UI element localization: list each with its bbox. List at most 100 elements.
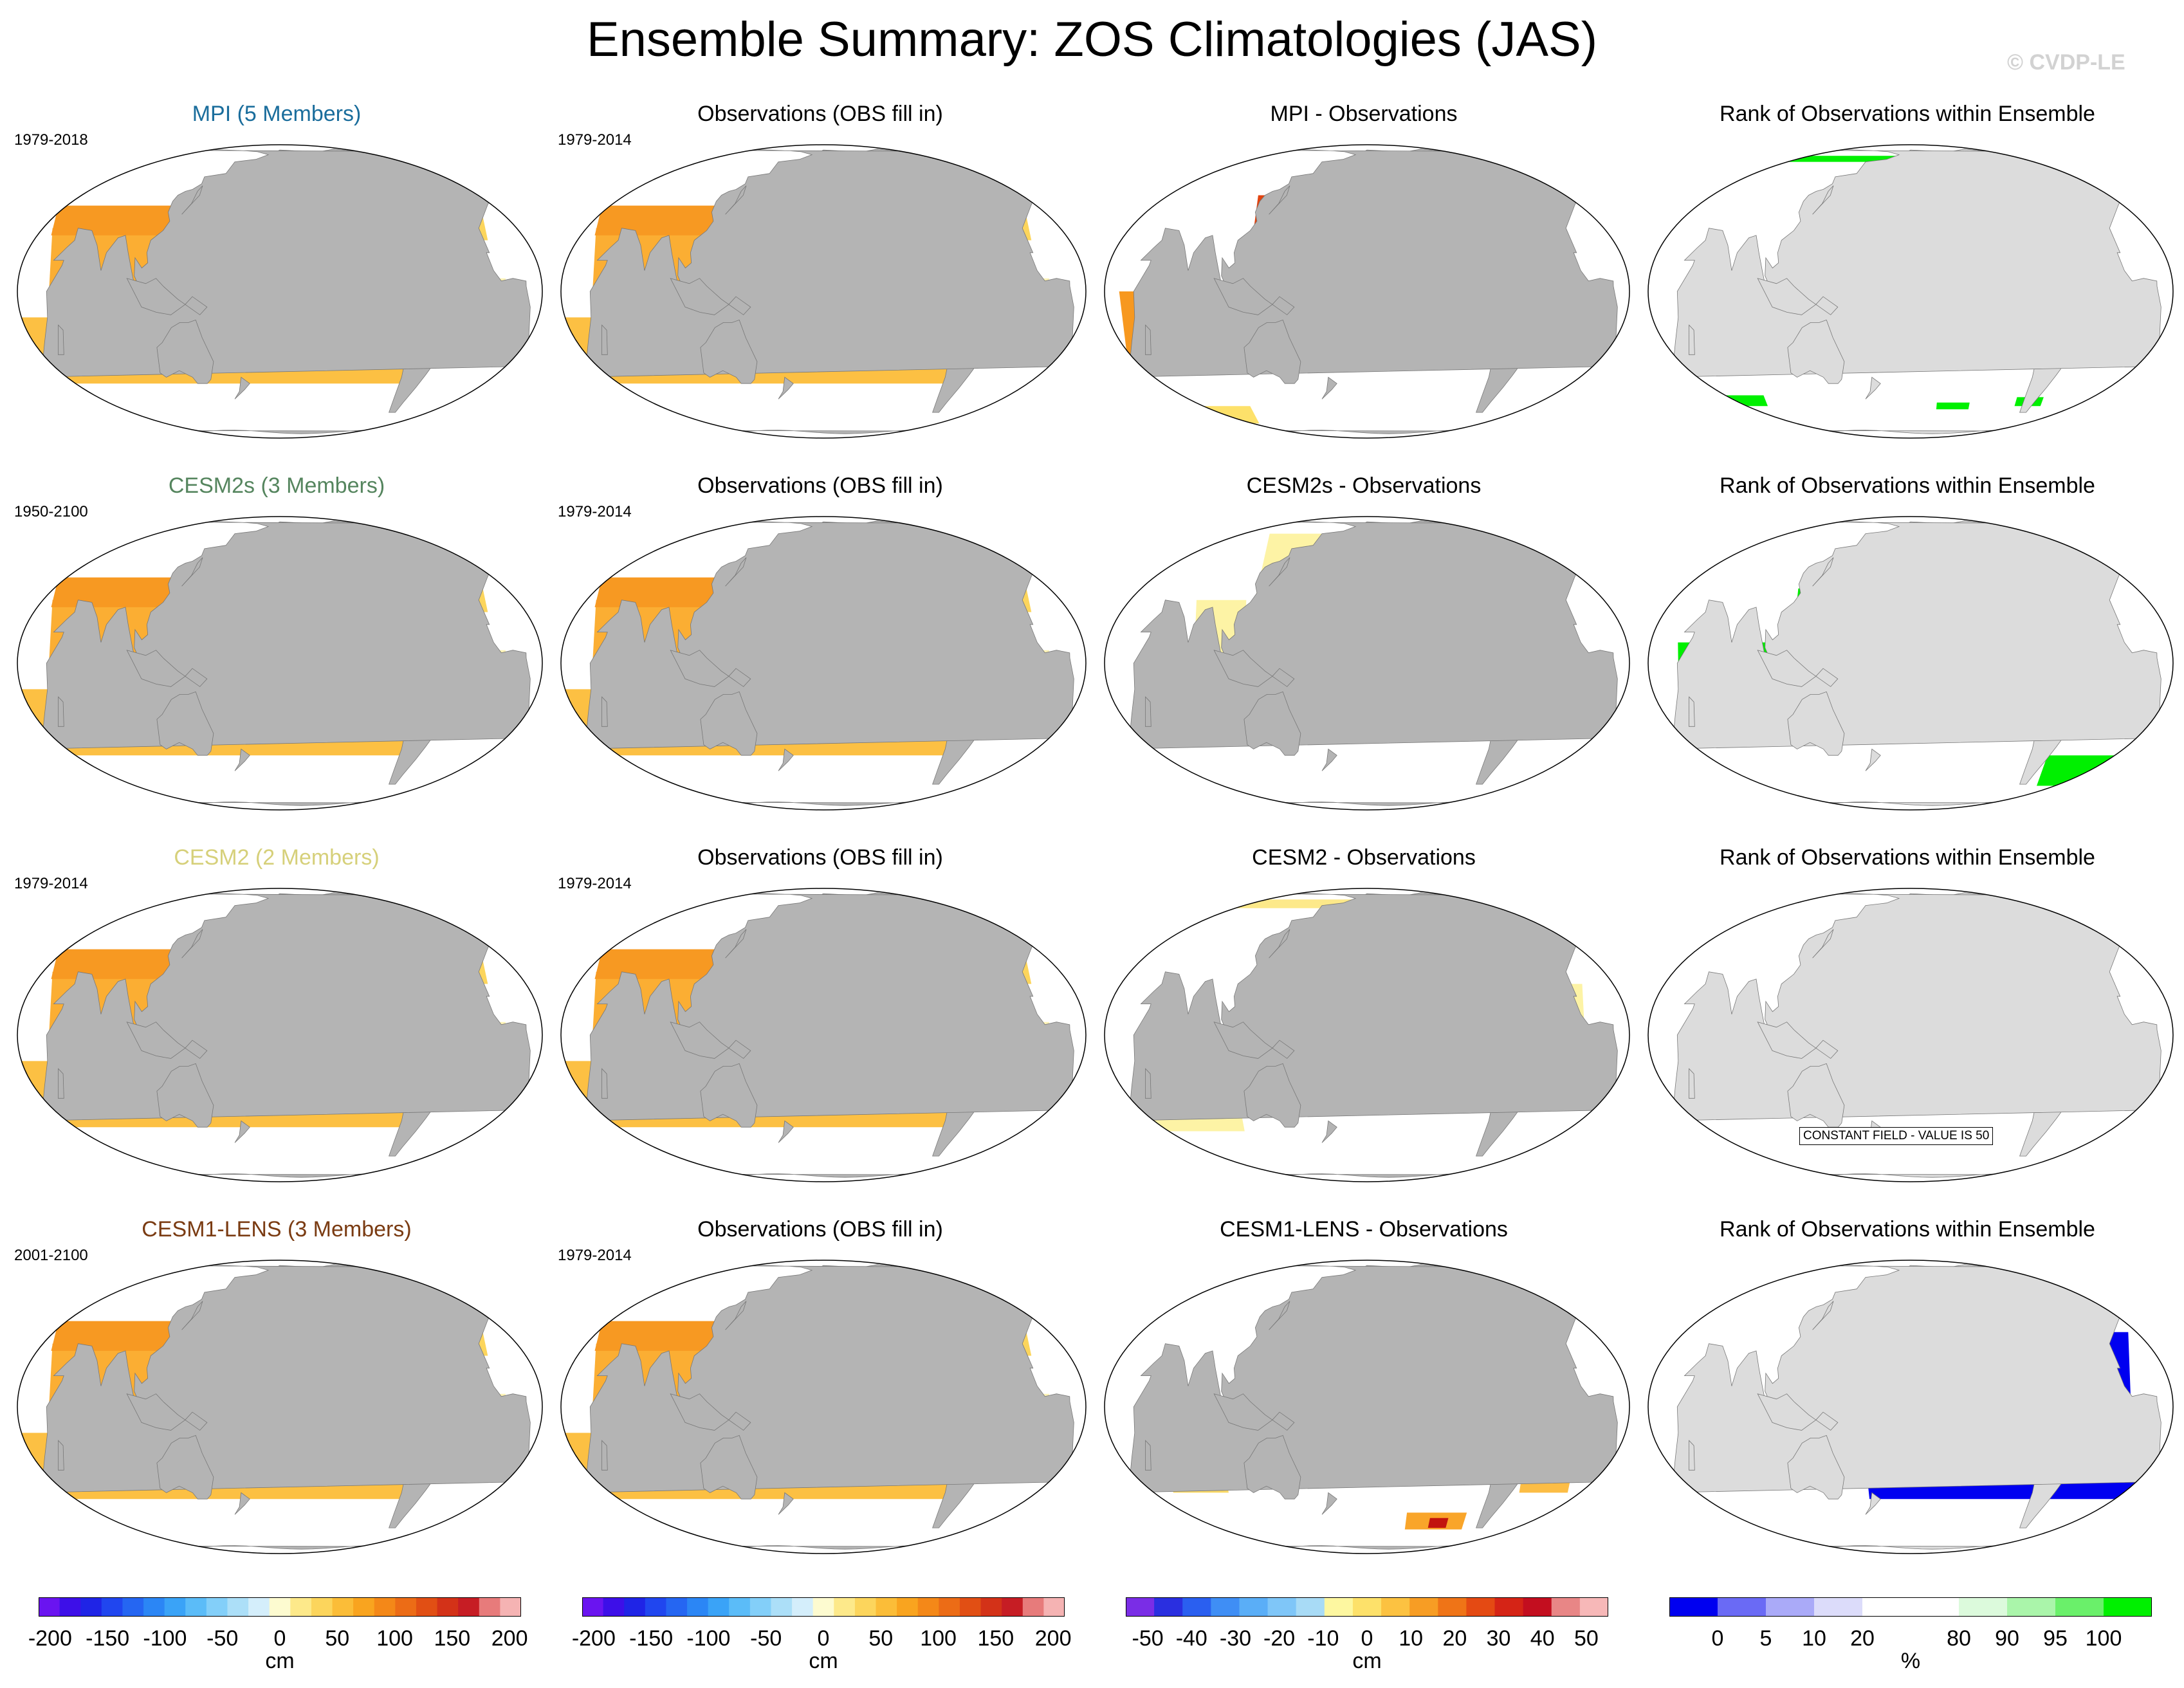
- land-indonesia: [670, 650, 751, 687]
- land-japan: [725, 1301, 747, 1330]
- colorbar-swatch: [729, 1597, 751, 1617]
- land-new-zealand: [234, 748, 250, 771]
- field-patch: [37, 1135, 518, 1146]
- colorbar-tick: -200: [28, 1626, 72, 1651]
- land-indonesia: [126, 278, 208, 315]
- land-australia: [700, 319, 758, 384]
- field-patch: [43, 774, 511, 786]
- panel-title: CESM1-LENS - Observations: [1220, 1217, 1508, 1242]
- map-panel: Observations (OBS fill in) 1979-2014: [544, 845, 1097, 1218]
- colorbar-swatch: [1381, 1597, 1410, 1617]
- land-madagascar: [57, 1068, 64, 1099]
- land-new-zealand: [234, 1120, 250, 1143]
- land-africa-eurasia: [574, 517, 1074, 749]
- colorbar-swatch: [749, 1597, 771, 1617]
- map-border: [1647, 888, 2174, 1182]
- land-uk: [1013, 908, 1028, 921]
- land-uk: [2100, 1280, 2115, 1293]
- world-map: [1104, 516, 1630, 811]
- land-antarctica: [620, 430, 1014, 438]
- colorbar-swatch: [1154, 1597, 1183, 1617]
- field-patch: [53, 1157, 502, 1168]
- colorbar-swatch: [876, 1597, 897, 1617]
- world-map: [17, 1260, 543, 1554]
- field-patch: [1427, 1518, 1449, 1528]
- land-japan: [181, 557, 203, 587]
- field-patch: [64, 423, 491, 436]
- field-patch: [580, 763, 1061, 775]
- colorbar-swatch: [416, 1597, 438, 1617]
- land-indonesia: [1213, 650, 1295, 687]
- land-africa-eurasia: [30, 517, 531, 749]
- colorbar-swatch: [834, 1597, 856, 1617]
- land-madagascar: [1688, 1440, 1695, 1471]
- colorbar-swatch: [645, 1597, 666, 1617]
- field-patch: [53, 414, 502, 424]
- colorbar-swatch: [1766, 1597, 1815, 1617]
- panel-years: 1979-2018: [14, 131, 88, 149]
- land-uk: [1013, 164, 1028, 178]
- land-japan: [181, 185, 203, 215]
- colorbar-tick: 200: [491, 1626, 528, 1651]
- land-indonesia: [1213, 1022, 1295, 1059]
- field-patch: [37, 1507, 518, 1518]
- colorbar-swatch: [1267, 1597, 1297, 1617]
- world-map: [1104, 144, 1630, 439]
- world-map: [1104, 888, 1630, 1182]
- watermark: © CVDP-LE: [2007, 50, 2125, 75]
- colorbar-tick: 5: [1759, 1626, 1772, 1651]
- land-indonesia: [126, 650, 208, 687]
- world-map: [560, 516, 1087, 811]
- panel-title: CESM2 - Observations: [1252, 845, 1476, 870]
- colorbar-swatch: [1494, 1597, 1524, 1617]
- colorbar-tick: 0: [273, 1626, 286, 1651]
- world-map: [1104, 1260, 1630, 1554]
- field-patch: [596, 1529, 1045, 1539]
- land-new-zealand: [778, 376, 794, 399]
- land-madagascar: [57, 324, 64, 355]
- land-madagascar: [1144, 1440, 1152, 1471]
- map-border: [17, 516, 543, 811]
- land-africa-eurasia: [574, 1260, 1074, 1493]
- colorbar-swatch: [1296, 1597, 1325, 1617]
- field-patch: [1127, 397, 1602, 436]
- land-indonesia: [1757, 650, 1839, 687]
- land-uk: [470, 164, 484, 178]
- land-indonesia: [1757, 278, 1839, 315]
- panel-years: 1979-2014: [14, 875, 88, 892]
- colorbar-swatch: [1523, 1597, 1552, 1617]
- colorbar-tick: -50: [206, 1626, 239, 1651]
- colorbar-tick: 150: [434, 1626, 471, 1651]
- constant-field-label: CONSTANT FIELD - VALUE IS 50: [1799, 1127, 1994, 1145]
- land-new-zealand: [778, 1120, 794, 1143]
- colorbar-tick: 50: [1574, 1626, 1599, 1651]
- colorbar-tick: -50: [750, 1626, 782, 1651]
- colorbar-swatch: [687, 1597, 709, 1617]
- colorbar-swatch: [897, 1597, 919, 1617]
- panel-title: CESM1-LENS (3 Members): [142, 1217, 412, 1242]
- field-patch: [587, 774, 1054, 786]
- land-new-zealand: [1321, 1120, 1337, 1143]
- colorbar-swatch: [708, 1597, 730, 1617]
- colorbar-tick: 40: [1530, 1626, 1555, 1651]
- map-border: [1647, 516, 2174, 811]
- colorbar-swatch: [101, 1597, 123, 1617]
- colorbar-tick: 100: [2085, 1626, 2122, 1651]
- land-africa-eurasia: [574, 888, 1074, 1121]
- page-title: Ensemble Summary: ZOS Climatologies (JAS…: [586, 12, 1598, 67]
- colorbar-tick: 100: [920, 1626, 957, 1651]
- colorbar-swatch: [666, 1597, 688, 1617]
- colorbar-swatch: [122, 1597, 144, 1617]
- colorbar-swatch: [812, 1597, 834, 1617]
- colorbar-swatch: [479, 1597, 500, 1617]
- colorbar-swatches: [1126, 1597, 1608, 1617]
- colorbar-swatch: [980, 1597, 1002, 1617]
- colorbar-swatch: [1211, 1597, 1240, 1617]
- world-map: [17, 888, 543, 1182]
- world-map: [560, 888, 1087, 1182]
- colorbar: -200 -150 -100 -50 0 50 100 150 200 cm: [572, 1597, 1072, 1681]
- land-antarctica: [1164, 802, 1557, 810]
- field-patch: [576, 755, 1065, 764]
- panel-title: Observations (OBS fill in): [697, 102, 943, 126]
- colorbar-tick: -200: [571, 1626, 616, 1651]
